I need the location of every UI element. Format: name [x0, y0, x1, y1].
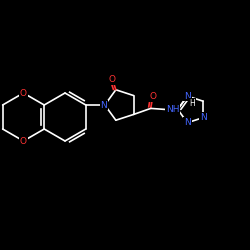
Text: N: N: [200, 113, 206, 122]
Text: O: O: [109, 75, 116, 84]
Text: NH: NH: [166, 105, 179, 114]
Text: O: O: [149, 92, 156, 101]
Text: N: N: [100, 100, 107, 110]
Text: N: N: [184, 118, 191, 127]
Text: O: O: [20, 88, 27, 98]
Text: H: H: [190, 98, 195, 108]
Text: N: N: [184, 92, 191, 100]
Text: O: O: [20, 136, 27, 145]
